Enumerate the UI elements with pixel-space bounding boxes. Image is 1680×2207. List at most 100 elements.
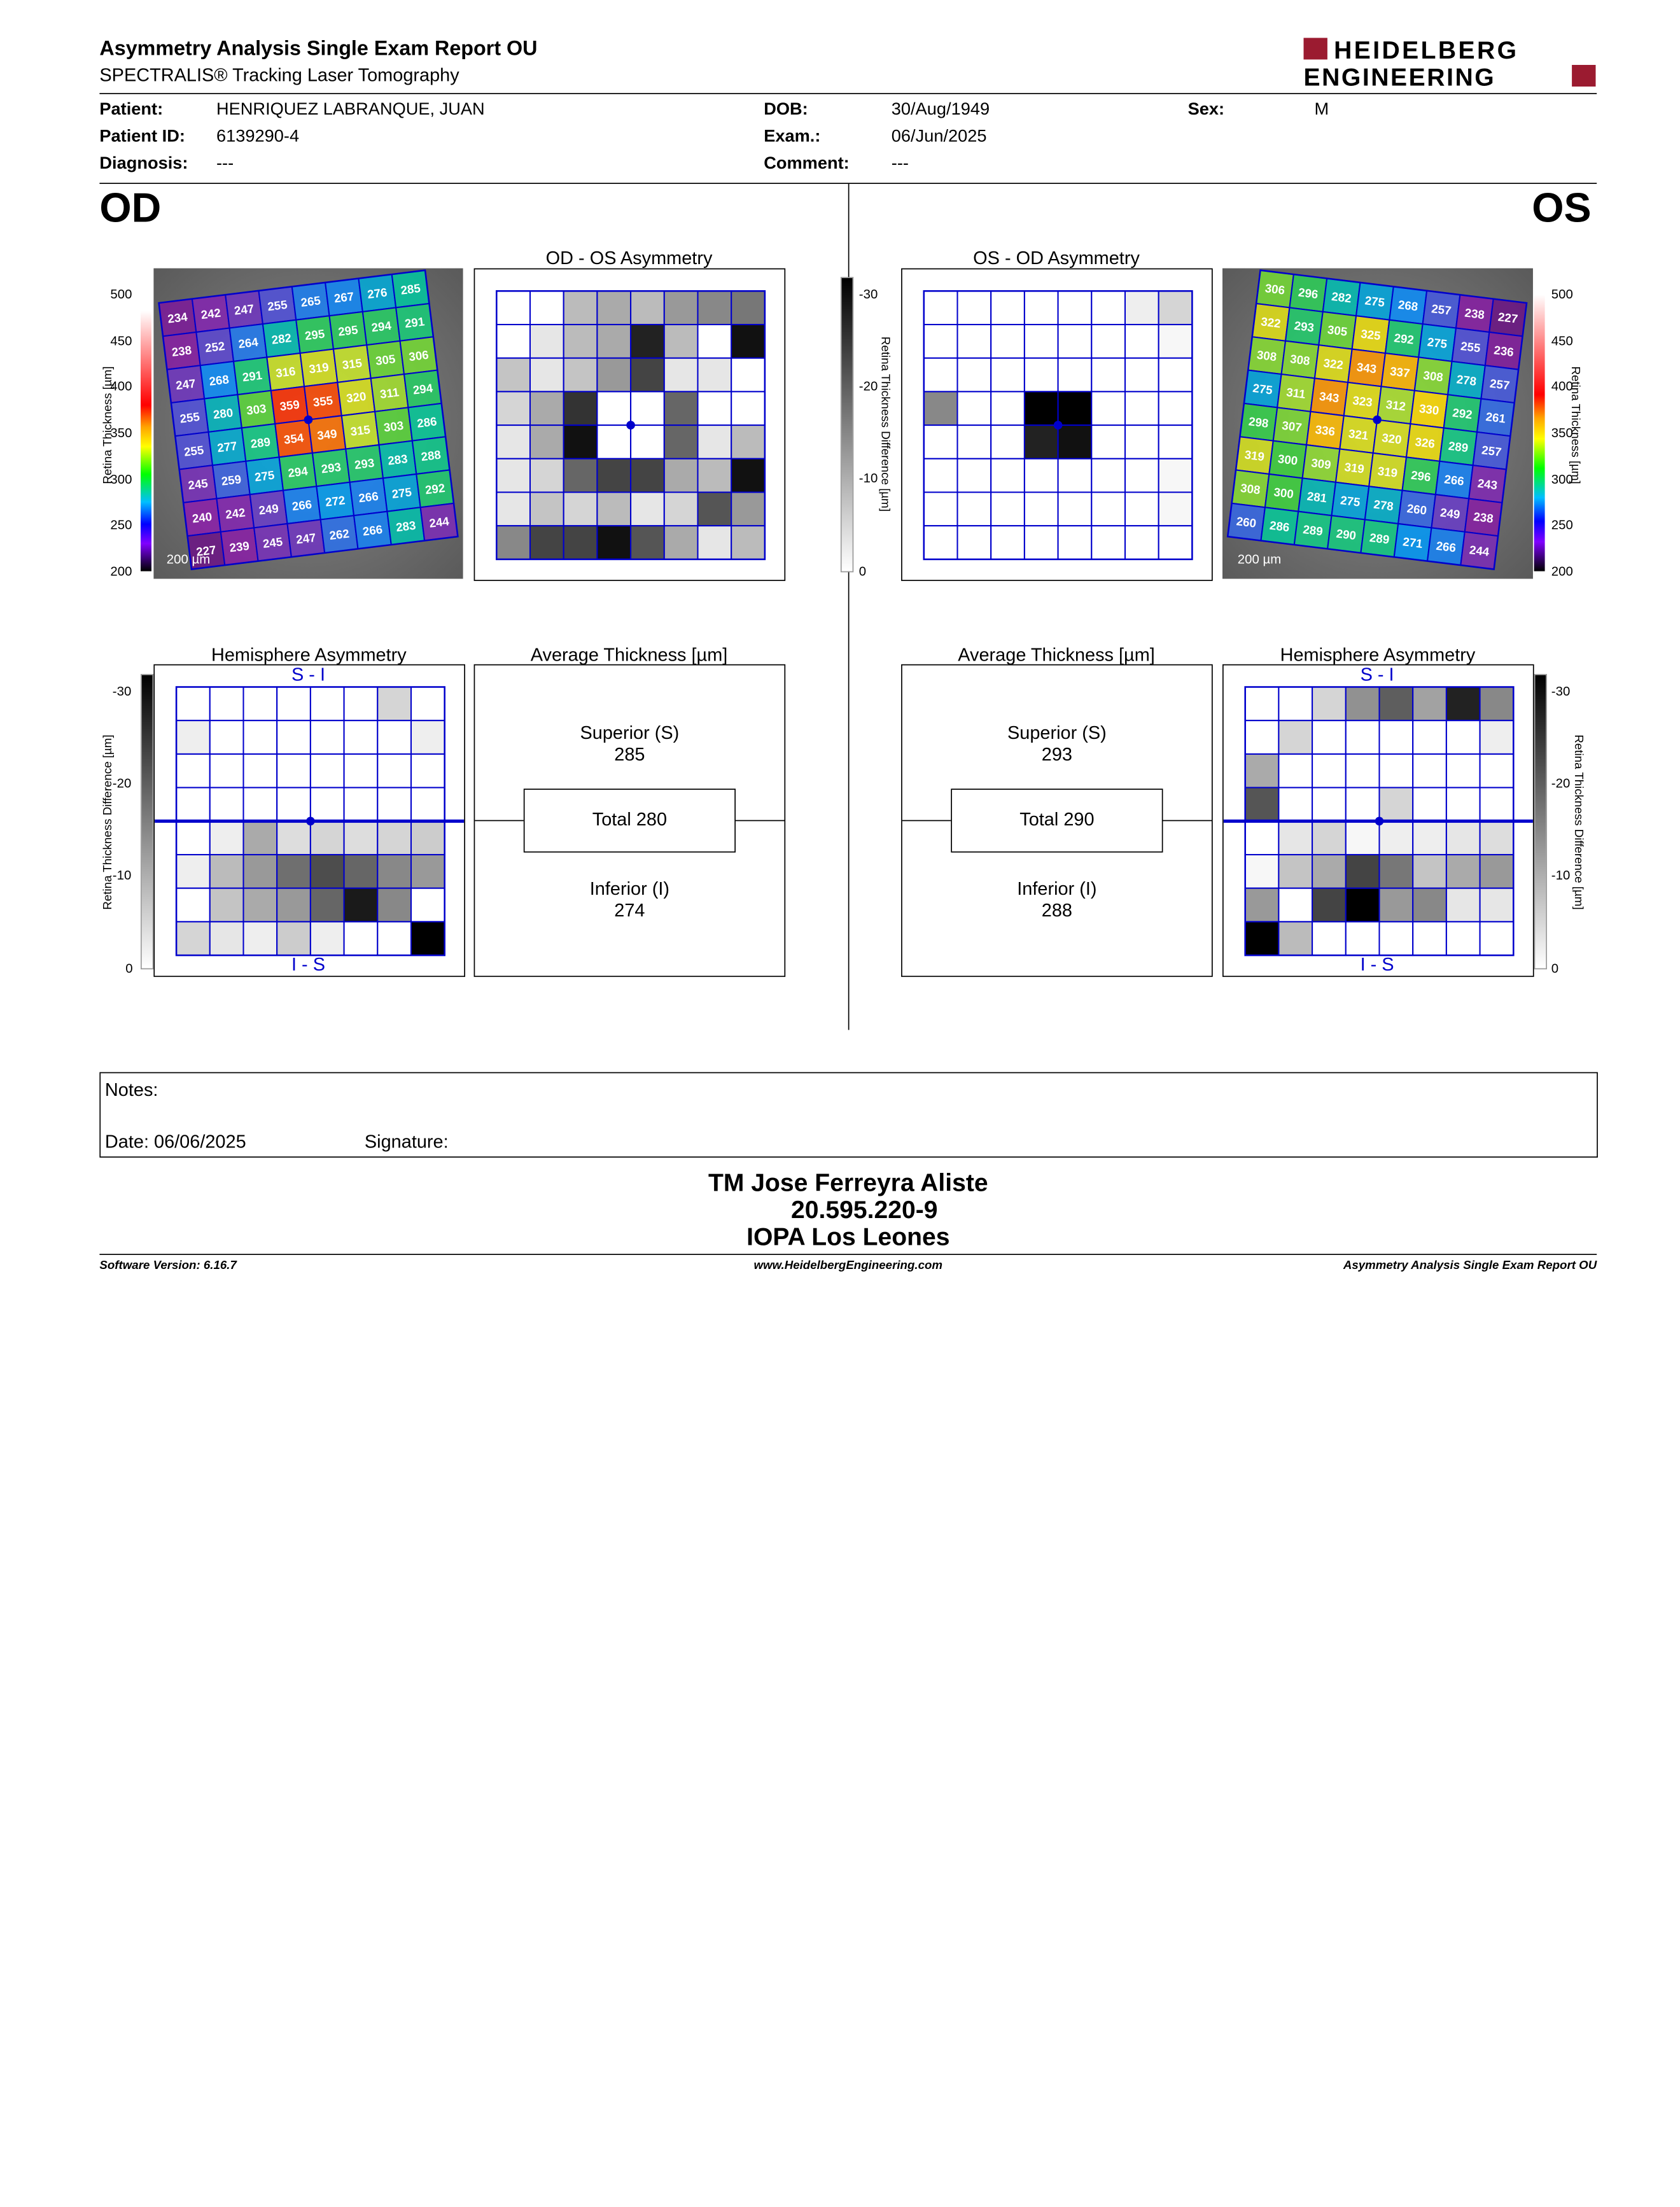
os-asym-cell-5-2 (990, 458, 1025, 493)
diagnosis-label: Diagnosis: (99, 155, 188, 173)
comment-label: Comment: (764, 155, 850, 173)
os-asym-cell-5-5 (1091, 458, 1126, 493)
od-asym-cell-7-6 (697, 525, 732, 560)
signature-name: TM Jose Ferreyra Aliste (708, 1168, 988, 1197)
os-thickness-grid-border (1226, 269, 1528, 570)
od-asym-grid-border (496, 290, 766, 561)
os-asym-cell-1-5 (1091, 323, 1126, 359)
od-asym-cell-7-0 (496, 525, 531, 560)
od-hemi-cell-4-5 (343, 820, 379, 856)
od-superior-label: Superior (S) (580, 722, 680, 743)
os-thickness-value-3-5: 330 (1418, 402, 1440, 417)
dob-value: 30/Aug/1949 (891, 101, 990, 119)
os-asym-cell-2-6 (1124, 357, 1159, 393)
od-asym-cell-7-4 (630, 525, 665, 560)
od-asym-cell-1-4 (630, 323, 665, 359)
od-hemi-cell-3-4 (309, 787, 345, 822)
od-asym-fovea-marker (626, 421, 635, 430)
od-asym-cell-0-5 (663, 290, 699, 326)
os-hemi-cell-3-1 (1278, 787, 1313, 822)
os-thickness-value-4-7: 257 (1481, 443, 1502, 459)
notes-box[interactable]: Notes: Date: 06/06/2025 Signature: (99, 1072, 1598, 1158)
os-hemi-cell-6-0 (1244, 887, 1280, 923)
od-hemi-cell-6-1 (209, 887, 244, 923)
od-thickness-value-5-6: 283 (387, 452, 409, 468)
os-asym-cell-6-4 (1057, 491, 1093, 527)
od-asym-cell-3-1 (529, 391, 564, 426)
os-thickness-tick-400: 400 (1551, 379, 1573, 395)
os-thickness-value-7-1: 286 (1269, 519, 1291, 535)
website-link[interactable]: www.HeidelbergEngineering.com (753, 1259, 943, 1273)
od-hemi-cell-3-7 (410, 787, 445, 822)
os-thickness-value-7-5: 271 (1402, 535, 1424, 550)
od-asym-cell-6-0 (496, 491, 531, 527)
os-thickness-value-2-1: 308 (1289, 352, 1311, 368)
os-hemi-cell-4-2 (1312, 820, 1347, 856)
od-asym-cell-4-3 (596, 424, 632, 459)
os-thickness-value-1-3: 325 (1360, 327, 1382, 343)
os-hemi-cell-4-7 (1479, 820, 1515, 856)
od-asym-cell-1-6 (697, 323, 732, 359)
od-hemi-cell-7-1 (209, 921, 244, 956)
os-hemisphere-panel (1222, 664, 1534, 977)
os-thickness-value-5-7: 243 (1477, 477, 1499, 493)
os-hemi-cell-2-7 (1479, 753, 1515, 788)
od-asym-title: OD - OS Asymmetry (545, 248, 713, 269)
od-hemi-cell-0-1 (209, 686, 244, 722)
os-thickness-value-6-5: 260 (1406, 501, 1428, 517)
os-asym-cell-5-6 (1124, 458, 1159, 493)
od-thickness-value-7-4: 262 (328, 526, 350, 542)
os-hemi-cell-4-4 (1378, 820, 1414, 856)
os-hemi-cell-0-1 (1278, 686, 1313, 722)
os-thickness-value-7-7: 244 (1469, 543, 1490, 559)
od-hemi-cell-0-5 (343, 686, 379, 722)
os-hemi-cell-0-2 (1312, 686, 1347, 722)
os-average-panel: Total 290 Superior (S) 293 Inferior (I) … (901, 664, 1213, 977)
od-hemi-cell-2-6 (377, 753, 412, 788)
os-avg-title: Average Thickness [µm] (958, 645, 1155, 666)
od-thickness-value-2-4: 319 (308, 360, 330, 376)
od-hemi-cell-6-4 (309, 887, 345, 923)
os-asym-cell-4-0 (923, 424, 958, 459)
os-hemi-cell-7-5 (1412, 921, 1447, 956)
os-asym-cell-1-2 (990, 323, 1025, 359)
os-asym-cell-3-3 (1023, 391, 1059, 426)
od-thickness-value-2-2: 291 (242, 368, 263, 384)
os-scale-bar: 200 µm (1237, 552, 1282, 567)
od-asym-cell-4-7 (731, 424, 766, 459)
od-asym-cell-3-4 (630, 391, 665, 426)
od-asym-cell-6-2 (563, 491, 598, 527)
os-asym-cell-5-4 (1057, 458, 1093, 493)
software-version: Software Version: 6.16.7 (99, 1259, 237, 1273)
footer-report-name: Asymmetry Analysis Single Exam Report OU (1343, 1259, 1597, 1273)
od-asym-cell-4-0 (496, 424, 531, 459)
od-hemi-cell-6-7 (410, 887, 445, 923)
os-asym-cell-4-5 (1091, 424, 1126, 459)
os-thickness-value-5-4: 319 (1377, 464, 1399, 480)
od-hemi-cell-6-2 (242, 887, 278, 923)
od-thickness-value-3-6: 311 (379, 385, 400, 401)
od-hemi-cell-6-6 (377, 887, 412, 923)
od-thickness-value-2-1: 268 (208, 372, 230, 388)
os-asym-cell-3-5 (1091, 391, 1126, 426)
od-hemi-axis-label: Retina Thickness Difference [µm] (101, 734, 115, 910)
os-eye-label: OS (1532, 186, 1592, 232)
os-asym-cell-0-2 (990, 290, 1025, 326)
os-hemi-cell-6-3 (1345, 887, 1380, 923)
od-asym-cell-7-1 (529, 525, 564, 560)
os-thickness-value-6-1: 300 (1273, 485, 1294, 501)
od-hemi-cell-1-7 (410, 720, 445, 755)
od-hemi-cell-5-2 (242, 853, 278, 889)
os-thickness-tick-250: 250 (1551, 517, 1573, 533)
od-thickness-value-5-1: 259 (221, 472, 242, 488)
dob-label: DOB: (764, 101, 808, 119)
os-hemi-cell-3-4 (1378, 787, 1414, 822)
os-thickness-value-1-4: 292 (1394, 331, 1415, 347)
od-asym-cell-2-0 (496, 357, 531, 393)
od-hemi-top-label: S - I (291, 664, 325, 685)
os-thickness-value-2-0: 308 (1256, 348, 1278, 364)
os-asym-cell-0-5 (1091, 290, 1126, 326)
od-thickness-value-5-4: 293 (321, 460, 342, 476)
os-hemi-cell-5-7 (1479, 853, 1515, 889)
od-asym-cell-6-3 (596, 491, 632, 527)
